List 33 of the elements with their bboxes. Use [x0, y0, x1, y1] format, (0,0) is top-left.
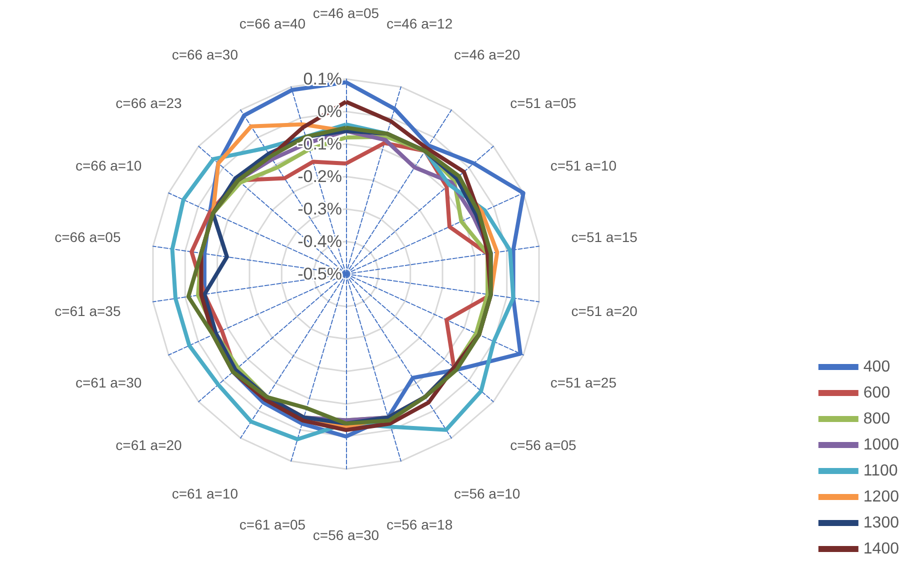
y-tick-label: 0.1% — [303, 70, 342, 88]
spoke-label: c=66 a=30 — [172, 46, 238, 62]
y-tick-label: -0.1% — [298, 134, 342, 154]
spoke-label: c=46 a=20 — [454, 46, 520, 62]
spoke-label: c=61 a=30 — [76, 374, 142, 390]
spoke-label: c=61 a=20 — [116, 436, 182, 453]
legend-label: 1000 — [863, 436, 900, 454]
legend-label: 1300 — [863, 514, 900, 532]
spoke-label: c=51 a=10 — [550, 158, 617, 174]
spoke-label: c=66 a=05 — [54, 228, 121, 245]
spoke-label: c=66 a=23 — [116, 95, 182, 112]
spoke-label: c=61 a=05 — [239, 516, 306, 532]
spoke-label: c=46 a=05 — [312, 5, 380, 21]
spoke-label: c=56 a=05 — [510, 436, 577, 453]
spoke-label: c=51 a=20 — [571, 303, 638, 320]
legend-label: 1100 — [863, 462, 898, 480]
legend-label: 1200 — [863, 488, 900, 506]
spoke-label: c=51 a=15 — [571, 228, 638, 245]
legend-label: 400 — [863, 358, 890, 376]
legend-label: 800 — [863, 410, 890, 428]
legend-label: 600 — [863, 384, 890, 402]
spoke-label: c=66 a=10 — [76, 158, 142, 174]
spoke-label: c=56 a=18 — [386, 516, 453, 532]
spoke-label: c=56 a=10 — [454, 486, 520, 502]
spoke-label: c=51 a=05 — [510, 95, 577, 112]
spoke-label: c=51 a=25 — [550, 374, 617, 390]
spoke-label: c=66 a=40 — [239, 16, 306, 32]
spoke-label: c=56 a=30 — [312, 527, 380, 543]
legend-label: 1400 — [863, 540, 900, 558]
y-tick-label: -0.2% — [298, 167, 342, 186]
spoke-label: c=61 a=35 — [54, 303, 121, 320]
spoke-label: c=61 a=10 — [172, 486, 238, 502]
spoke-label: c=46 a=12 — [386, 16, 453, 32]
